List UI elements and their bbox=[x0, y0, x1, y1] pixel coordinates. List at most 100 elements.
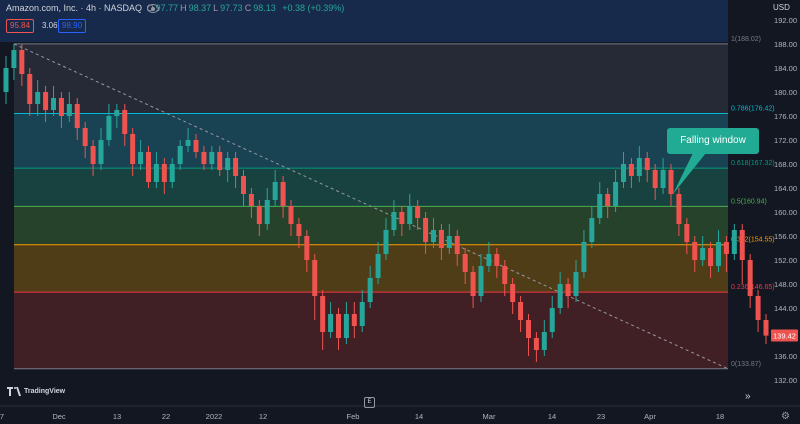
time-tick-label: Apr bbox=[644, 412, 656, 421]
candle-body bbox=[264, 200, 270, 224]
currency-label[interactable]: USD bbox=[773, 3, 790, 12]
time-tick-label: 13 bbox=[113, 412, 121, 421]
price-tick-label: 188.00 bbox=[774, 40, 797, 49]
time-tick-label: 14 bbox=[548, 412, 556, 421]
bid-price-button[interactable]: 95.84 bbox=[6, 19, 35, 33]
falling-window-callout[interactable]: Falling window bbox=[667, 128, 759, 154]
candle-body bbox=[98, 140, 104, 164]
price-tick-label: 144.00 bbox=[774, 304, 797, 313]
candle-body bbox=[763, 320, 769, 336]
candle-body bbox=[138, 152, 144, 164]
candle-body bbox=[375, 254, 381, 278]
tradingview-logo[interactable]: TradingView bbox=[7, 387, 65, 396]
time-tick-label: 18 bbox=[716, 412, 724, 421]
candle-body bbox=[35, 92, 41, 104]
candle-body bbox=[628, 164, 634, 176]
time-tick-label: Feb bbox=[347, 412, 360, 421]
candle-body bbox=[169, 164, 175, 182]
tradingview-logo-icon bbox=[7, 387, 21, 396]
candle-body bbox=[660, 170, 666, 188]
candle-body bbox=[58, 98, 64, 116]
candle-body bbox=[19, 50, 25, 74]
price-tick-label: 136.00 bbox=[774, 352, 797, 361]
ohlc-key: C bbox=[244, 3, 252, 13]
candle-body bbox=[146, 152, 151, 182]
ohlc-key: H bbox=[180, 3, 187, 13]
candle-body bbox=[343, 314, 349, 338]
candle-body bbox=[597, 194, 603, 218]
candle-body bbox=[225, 158, 231, 170]
price-tick-label: 156.00 bbox=[774, 232, 797, 241]
time-tick-label: Dec bbox=[52, 412, 66, 421]
header-band bbox=[0, 0, 728, 42]
candle-body bbox=[106, 116, 112, 140]
price-tick-label: 164.00 bbox=[774, 184, 797, 193]
price-tick-label: 184.00 bbox=[774, 64, 797, 73]
fib-trend-line[interactable] bbox=[13, 43, 729, 370]
fib-level-label: 1(188.02) bbox=[731, 36, 761, 43]
time-tick-label: Mar bbox=[483, 412, 496, 421]
candle-body bbox=[565, 284, 571, 296]
ohlc-value: 97.77 bbox=[155, 3, 179, 13]
chart-settings-gear-icon[interactable]: ⚙ bbox=[781, 411, 790, 422]
candle-body bbox=[454, 236, 460, 254]
candle-body bbox=[130, 134, 136, 164]
candle-body bbox=[114, 110, 120, 116]
candle-body bbox=[652, 170, 658, 188]
tradingview-logo-text: TradingView bbox=[24, 388, 66, 395]
candle-body bbox=[74, 104, 80, 128]
candle-body bbox=[731, 230, 737, 254]
candle-body bbox=[248, 194, 254, 206]
ohlc-value: 98.13 bbox=[253, 3, 276, 13]
candle-body bbox=[431, 230, 436, 242]
callout-pointer bbox=[673, 153, 706, 194]
fib-level-label: 0.786(176.42) bbox=[731, 105, 775, 112]
candle-body bbox=[621, 164, 626, 182]
candle-body bbox=[415, 206, 421, 218]
time-tick-label: 7 bbox=[0, 412, 4, 421]
candle-body bbox=[43, 92, 49, 110]
candle-body bbox=[51, 98, 56, 110]
fib-level-label: 0.618(167.32) bbox=[731, 160, 775, 167]
earnings-event-icon[interactable]: E bbox=[364, 397, 375, 408]
scroll-to-realtime-button[interactable]: » bbox=[745, 391, 751, 402]
candle-body bbox=[280, 182, 286, 206]
current-price-tag bbox=[771, 329, 798, 342]
candle-body bbox=[27, 74, 33, 104]
fib-zone bbox=[14, 292, 728, 369]
symbol-title[interactable]: Amazon.com, Inc. · 4h · NASDAQ bbox=[6, 3, 143, 13]
visibility-eye-icon[interactable] bbox=[147, 4, 159, 13]
price-tick-label: 148.00 bbox=[774, 280, 797, 289]
candle-body bbox=[153, 164, 159, 182]
candle-body bbox=[684, 224, 690, 242]
fib-level-label: 0.382(154.55) bbox=[731, 237, 775, 244]
candle-body bbox=[193, 140, 199, 152]
candle-body bbox=[581, 242, 587, 272]
candle-body bbox=[668, 170, 674, 194]
candle-body bbox=[161, 164, 167, 182]
candle-body bbox=[288, 206, 294, 224]
candle-body bbox=[122, 110, 128, 134]
candle-body bbox=[518, 302, 524, 320]
time-tick-label: 22 bbox=[162, 412, 170, 421]
candle-body bbox=[177, 146, 183, 164]
price-tick-label: 160.00 bbox=[774, 208, 797, 217]
candle-body bbox=[423, 218, 429, 242]
candle-body bbox=[613, 182, 619, 206]
candle-body bbox=[241, 176, 246, 194]
price-tick-label: 172.00 bbox=[774, 136, 797, 145]
candle-body bbox=[533, 338, 539, 350]
candle-body bbox=[700, 248, 706, 260]
candle-body bbox=[201, 152, 207, 164]
candle-body bbox=[470, 272, 476, 296]
candle-body bbox=[478, 266, 484, 296]
candle-body bbox=[708, 248, 714, 266]
candle-body bbox=[692, 242, 698, 260]
candle-body bbox=[367, 278, 373, 302]
spread-value: 3.06 bbox=[42, 21, 58, 30]
candle-body bbox=[502, 266, 508, 284]
candle-body bbox=[399, 212, 405, 224]
ask-price-button[interactable]: 98.90 bbox=[58, 19, 87, 33]
candle-body bbox=[320, 296, 326, 332]
